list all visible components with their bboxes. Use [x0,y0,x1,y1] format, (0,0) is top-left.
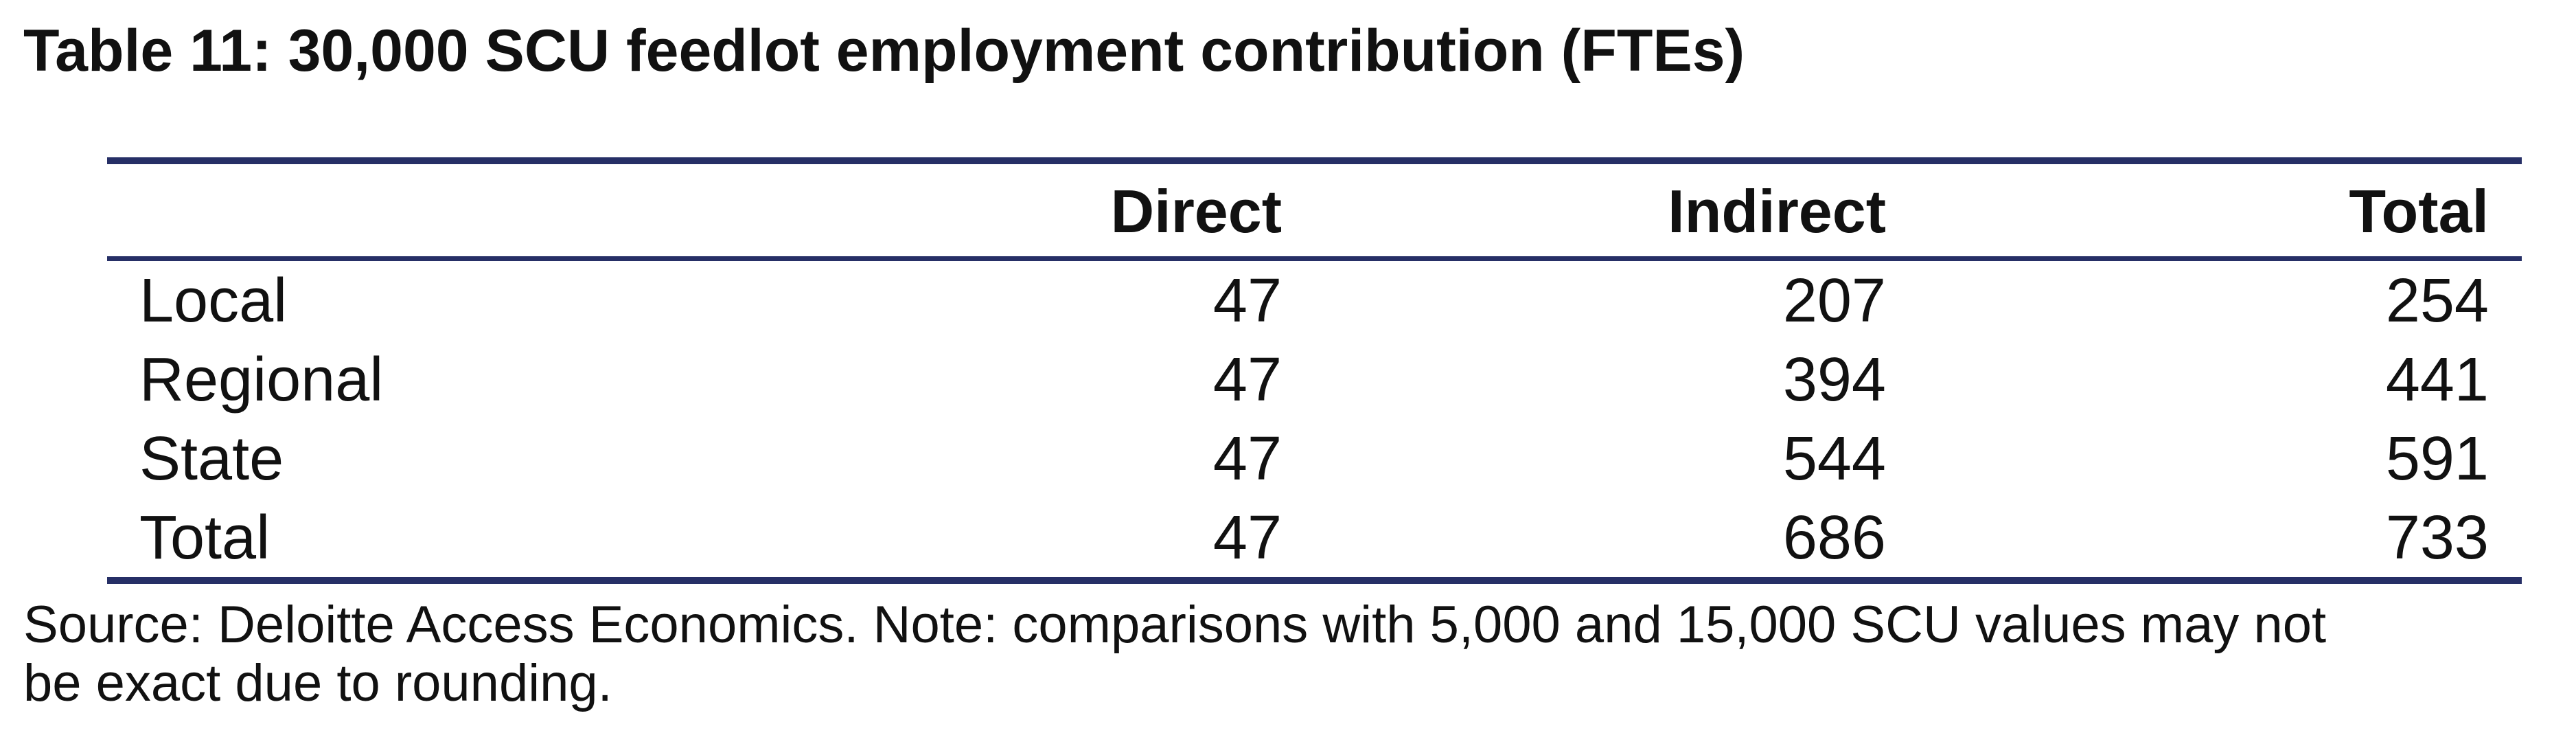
row-label: Total [139,504,271,572]
row-label: Local [139,267,288,335]
bottom-rule [107,577,2522,584]
note-line: be exact due to rounding. [23,654,612,712]
table-cell: 394 [1782,346,1886,414]
table-cell: 254 [2385,267,2489,335]
table-cell: 47 [1212,425,1282,493]
table-cell: 733 [2385,504,2489,572]
top-rule [107,157,2522,164]
column-header: Indirect [1668,177,1886,245]
table-cell: 686 [1782,504,1886,572]
table-cell: 544 [1782,425,1886,493]
column-header: Direct [1110,177,1282,245]
table-cell: 207 [1782,267,1886,335]
row-label: State [139,425,284,493]
column-header: Total [2349,177,2489,245]
table-cell: 47 [1212,267,1282,335]
note-line: Source: Deloitte Access Economics. Note:… [23,596,2327,654]
table-cell: 47 [1212,346,1282,414]
table-cell: 591 [2385,425,2489,493]
row-label: Regional [139,346,384,414]
table-cell: 441 [2385,346,2489,414]
header-rule [107,256,2522,261]
table-cell: 47 [1212,504,1282,572]
table-title: Table 11: 30,000 SCU feedlot employment … [23,18,1745,84]
